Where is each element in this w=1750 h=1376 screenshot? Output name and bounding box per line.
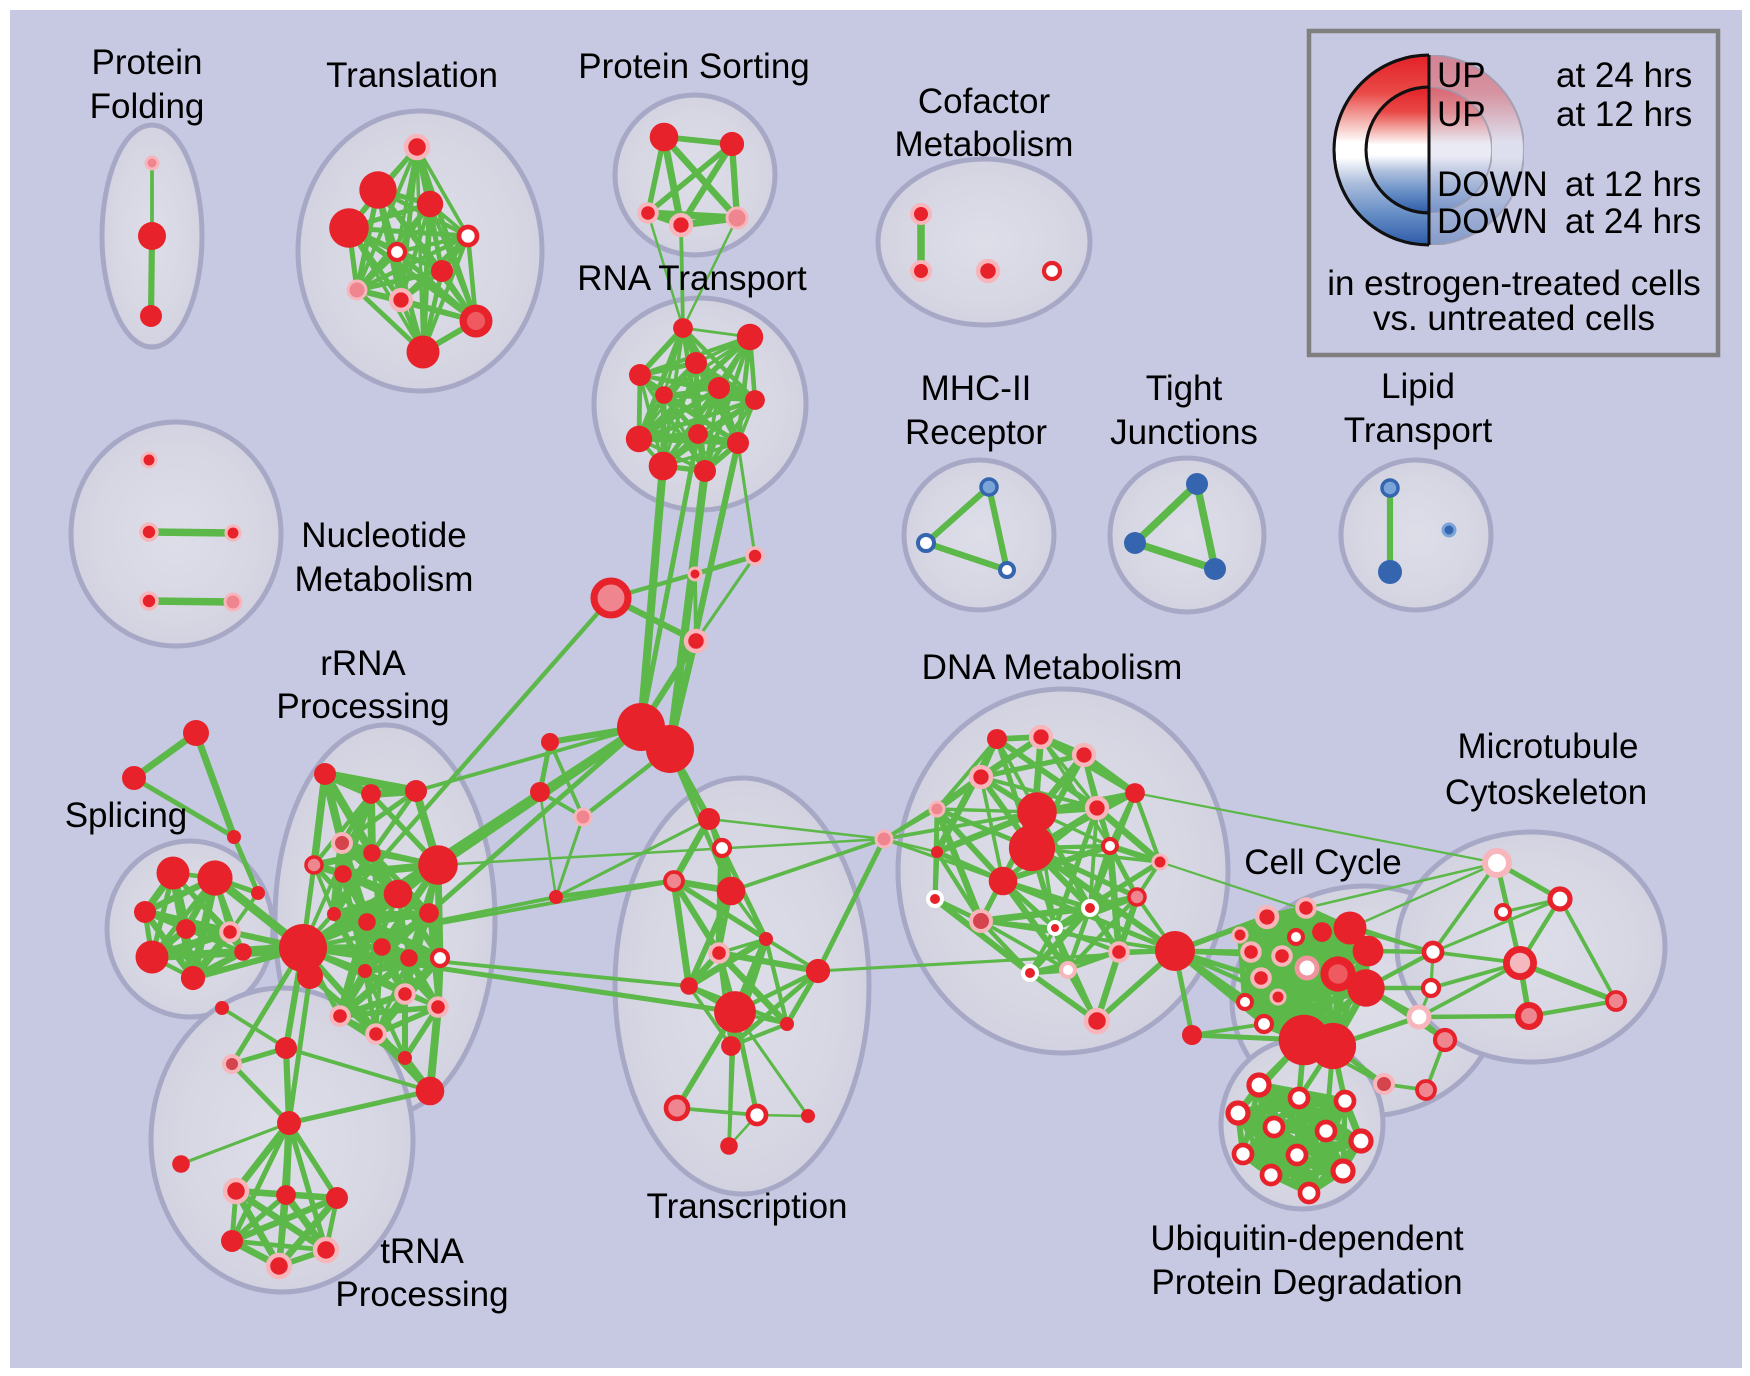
svg-text:UP: UP: [1437, 95, 1486, 134]
svg-text:RNA Transport: RNA Transport: [577, 259, 807, 298]
svg-text:Processing: Processing: [276, 687, 449, 726]
svg-text:MHC-II: MHC-II: [921, 369, 1032, 408]
svg-text:at 24 hrs: at 24 hrs: [1565, 202, 1701, 241]
svg-text:UP: UP: [1437, 56, 1486, 95]
svg-text:Receptor: Receptor: [905, 413, 1047, 452]
svg-text:Protein: Protein: [92, 43, 203, 82]
svg-text:at 12 hrs: at 12 hrs: [1556, 95, 1692, 134]
svg-text:in estrogen-treated cells: in estrogen-treated cells: [1327, 264, 1701, 303]
svg-text:Metabolism: Metabolism: [895, 125, 1074, 164]
svg-text:rRNA: rRNA: [320, 644, 406, 683]
svg-text:Transport: Transport: [1344, 411, 1493, 450]
svg-text:Splicing: Splicing: [65, 796, 188, 835]
svg-text:Cell Cycle: Cell Cycle: [1244, 843, 1402, 882]
svg-text:DOWN: DOWN: [1437, 202, 1548, 241]
svg-text:at 24 hrs: at 24 hrs: [1556, 56, 1692, 95]
svg-text:Junctions: Junctions: [1110, 413, 1258, 452]
svg-text:Metabolism: Metabolism: [295, 560, 474, 599]
svg-text:Translation: Translation: [326, 56, 498, 95]
svg-text:DOWN: DOWN: [1437, 165, 1548, 204]
svg-text:Ubiquitin-dependent: Ubiquitin-dependent: [1150, 1219, 1464, 1258]
svg-text:Transcription: Transcription: [647, 1187, 848, 1226]
svg-text:Lipid: Lipid: [1381, 367, 1455, 406]
svg-text:vs. untreated cells: vs. untreated cells: [1373, 299, 1655, 338]
svg-text:Tight: Tight: [1146, 369, 1223, 408]
svg-text:Protein Sorting: Protein Sorting: [578, 47, 810, 86]
svg-text:at 12 hrs: at 12 hrs: [1565, 165, 1701, 204]
svg-text:Cytoskeleton: Cytoskeleton: [1445, 773, 1647, 812]
svg-text:Protein Degradation: Protein Degradation: [1151, 1263, 1462, 1302]
svg-text:Nucleotide: Nucleotide: [301, 516, 466, 555]
svg-text:Cofactor: Cofactor: [918, 82, 1051, 121]
svg-text:Processing: Processing: [335, 1275, 508, 1314]
svg-text:Microtubule: Microtubule: [1458, 727, 1639, 766]
svg-text:DNA Metabolism: DNA Metabolism: [922, 648, 1183, 687]
svg-text:Folding: Folding: [90, 87, 205, 126]
svg-text:tRNA: tRNA: [380, 1232, 464, 1271]
